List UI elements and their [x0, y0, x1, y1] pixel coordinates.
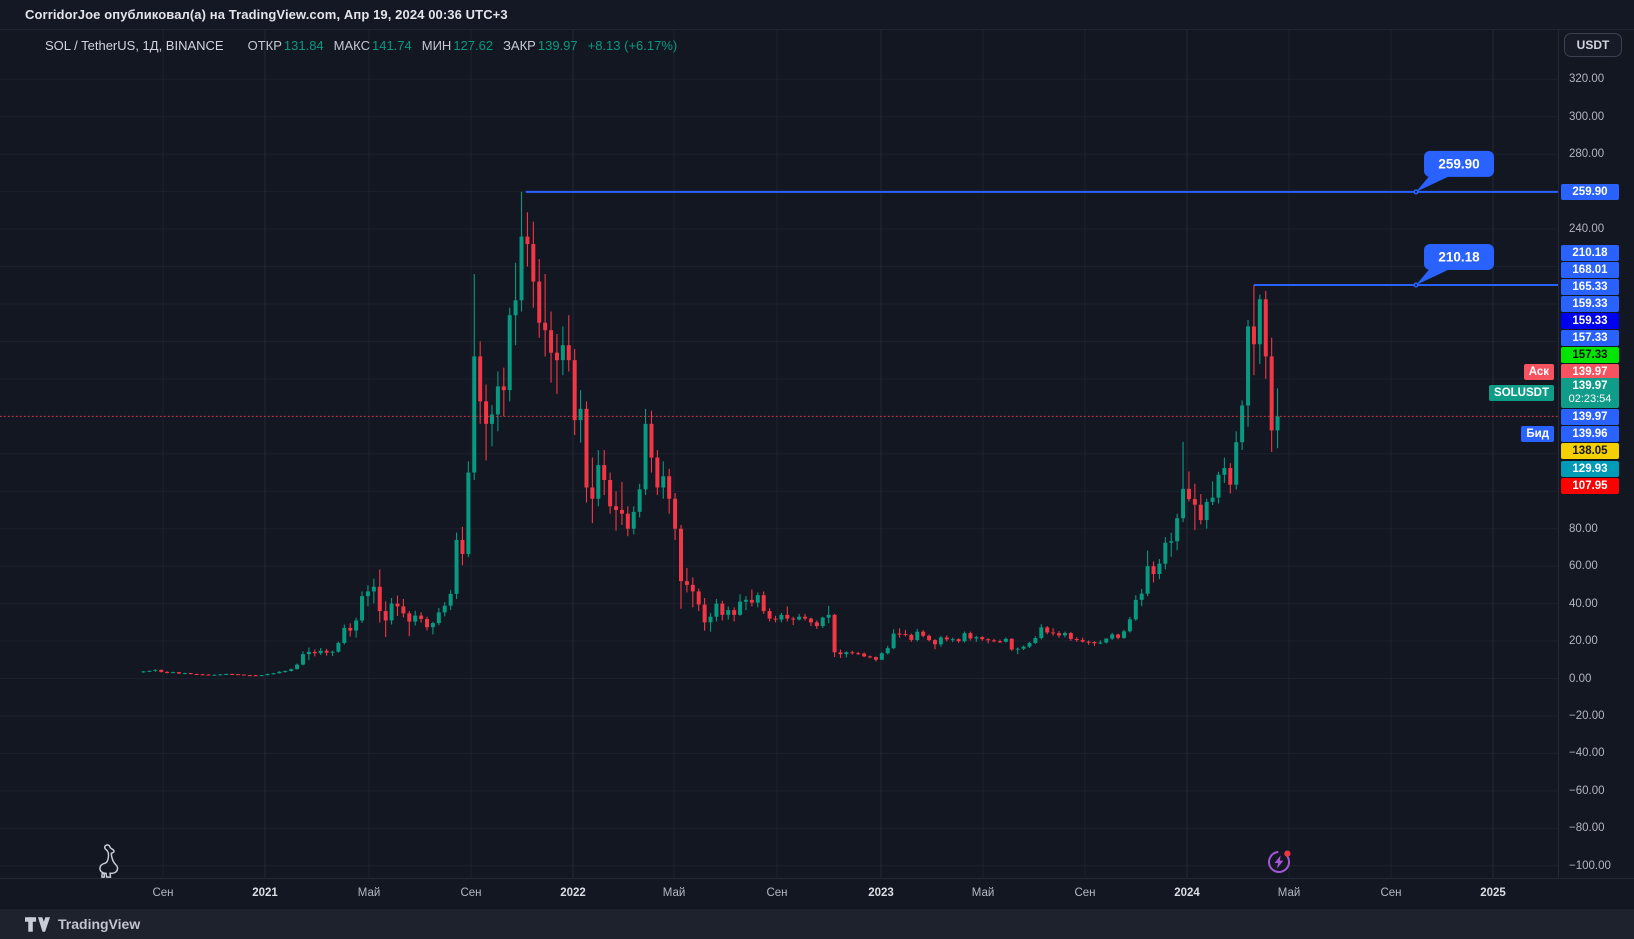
candles-layer	[141, 191, 1280, 677]
time-axis-label: 2022	[560, 887, 586, 899]
time-axis-label: Май	[1277, 887, 1301, 899]
open-label: ОТКР	[247, 37, 282, 53]
tradingview-logo-icon[interactable]	[25, 916, 50, 932]
lightning-marker-icon[interactable]	[1265, 848, 1293, 881]
svg-text:210.18: 210.18	[1438, 249, 1480, 264]
change-value: +8.13 (+6.17%)	[587, 37, 678, 53]
price-axis-tick: 0.00	[1569, 672, 1592, 685]
price-axis-tick: 320.00	[1569, 73, 1605, 86]
price-axis-badge: 210.18	[1561, 245, 1619, 261]
price-axis-badge: 129.93	[1561, 461, 1619, 477]
price-axis-tick: −100.00	[1569, 859, 1611, 872]
price-axis-badge: 157.33	[1561, 330, 1619, 346]
price-axis-badge: 168.01	[1561, 262, 1619, 278]
price-axis-tick: −80.00	[1569, 822, 1605, 835]
price-axis-badge: 138.05	[1561, 443, 1619, 459]
price-axis-tick: 80.00	[1569, 522, 1598, 535]
price-axis[interactable]: USDT 320.00300.00280.00240.00100.0080.00…	[1558, 30, 1634, 878]
chart-canvas[interactable]: 259.90 210.18	[0, 30, 1558, 878]
level-line-210.18[interactable]: 210.18	[1253, 243, 1558, 288]
price-axis-tick: 60.00	[1569, 560, 1598, 573]
open-value: 131.84	[283, 37, 324, 53]
symbol-title[interactable]: SOL / TetherUS, 1Д, BINANCE	[45, 37, 224, 53]
time-axis-label: Май	[662, 887, 686, 899]
time-axis-label: 2024	[1174, 887, 1200, 899]
price-float-tag-SOLUSDT: SOLUSDT	[1489, 385, 1554, 401]
price-axis-badge: 139.97	[1561, 409, 1619, 425]
symbol-info-row: SOL / TetherUS, 1Д, BINANCE ОТКР 131.84 М…	[45, 36, 677, 54]
price-axis-tick: −40.00	[1569, 747, 1605, 760]
high-label: МАКС	[333, 37, 370, 53]
close-value: 139.97	[537, 37, 578, 53]
level-line-259.90[interactable]: 259.90	[525, 150, 1558, 195]
price-axis-tick: 280.00	[1569, 148, 1605, 161]
price-axis-badge: 159.33	[1561, 313, 1619, 329]
time-axis-label: Сен	[1074, 887, 1096, 899]
low-value: 127.62	[453, 37, 494, 53]
time-axis-label: 2025	[1480, 887, 1506, 899]
time-axis-label: Сен	[460, 887, 482, 899]
close-label: ЗАКР	[503, 37, 536, 53]
time-axis-label: Май	[357, 887, 381, 899]
time-axis-label: 2021	[252, 887, 278, 899]
price-axis-badge: 157.33	[1561, 347, 1619, 363]
price-axis-badge: 159.33	[1561, 296, 1619, 312]
grid-layer	[0, 30, 1558, 878]
price-axis-badge: 165.33	[1561, 279, 1619, 295]
price-float-tag-Аск: Аск	[1523, 364, 1554, 380]
price-axis-badge: 139.97 02:23:54	[1561, 378, 1619, 408]
low-label: МИН	[421, 37, 452, 53]
time-axis-label: Сен	[766, 887, 788, 899]
currency-toggle-button[interactable]: USDT	[1564, 33, 1622, 57]
publisher-line: CorridorJoe опубликовал(а) на TradingVie…	[25, 7, 508, 22]
footer-bar: TradingView	[0, 908, 1634, 939]
time-axis-label: Сен	[152, 887, 174, 899]
svg-text:259.90: 259.90	[1438, 156, 1479, 171]
price-axis-tick: −20.00	[1569, 709, 1605, 722]
time-axis-label: Май	[971, 887, 995, 899]
price-axis-badge: 139.97	[1561, 364, 1619, 380]
price-float-tag-Бид: Бид	[1521, 426, 1554, 442]
price-axis-badge: 107.95	[1561, 478, 1619, 494]
price-axis-tick: 40.00	[1569, 597, 1598, 610]
high-value: 141.74	[371, 37, 412, 53]
price-axis-tick: −60.00	[1569, 784, 1605, 797]
price-axis-badge: 139.96	[1561, 426, 1619, 442]
publisher-bar: CorridorJoe опубликовал(а) на TradingVie…	[0, 0, 1634, 30]
price-axis-tick: 300.00	[1569, 110, 1605, 123]
price-axis-badge: 259.90	[1561, 184, 1619, 200]
footer-brand-text[interactable]: TradingView	[58, 916, 141, 932]
price-axis-tick: 240.00	[1569, 223, 1605, 236]
price-axis-tick: 20.00	[1569, 635, 1598, 648]
chart-widget: 259.90 210.18 SOL / TetherUS, 1Д, BINANCE…	[0, 30, 1634, 908]
time-axis-label: 2023	[868, 887, 894, 899]
dino-easter-egg-icon	[94, 842, 126, 884]
time-axis-label: Сен	[1380, 887, 1402, 899]
time-axis[interactable]: Сен 2021 Май Сен 2022 Май Сен 2023 Май Сен 2024 Май…	[0, 878, 1634, 909]
